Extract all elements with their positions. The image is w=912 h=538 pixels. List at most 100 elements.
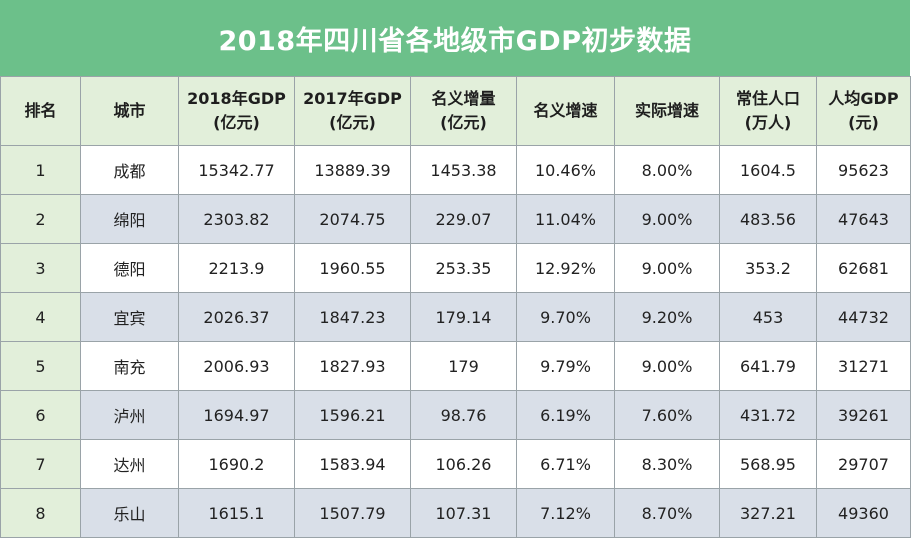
table-row: 7 达州 1690.2 1583.94 106.26 6.71% 8.30% 568.95 29…	[0, 439, 911, 489]
cell-rank: 4	[0, 292, 81, 342]
table-row: 5 南充 2006.93 1827.93 179 9.79% 9.00% 641.79 3127…	[0, 341, 911, 391]
cell-resident-population: 483.56	[719, 194, 817, 244]
cell-real-growth: 7.60%	[614, 390, 720, 440]
cell-city: 宜宾	[80, 292, 179, 342]
cell-gdp-per-capita: 47643	[816, 194, 911, 244]
cell-gdp-2017: 1596.21	[294, 390, 411, 440]
cell-nominal-growth: 9.70%	[516, 292, 615, 342]
header-gdp-2017: 2017年GDP (亿元)	[294, 76, 411, 146]
header-nominal-growth: 名义增速	[516, 76, 615, 146]
header-rank: 排名	[0, 76, 81, 146]
header-gdp-per-capita: 人均GDP (元)	[816, 76, 911, 146]
cell-nominal-growth: 10.46%	[516, 145, 615, 195]
cell-nominal-growth: 9.79%	[516, 341, 615, 391]
header-label: 实际增速	[634, 101, 699, 120]
header-label: 城市	[113, 101, 146, 120]
table-row: 2 绵阳 2303.82 2074.75 229.07 11.04% 9.00% 483.56…	[0, 194, 911, 244]
table-row: 8 乐山 1615.1 1507.79 107.31 7.12% 8.70% 327.21 49…	[0, 488, 911, 538]
cell-rank: 8	[0, 488, 81, 538]
cell-nominal-increase: 179	[410, 341, 517, 391]
cell-real-growth: 9.00%	[614, 243, 720, 293]
cell-nominal-growth: 12.92%	[516, 243, 615, 293]
cell-rank: 6	[0, 390, 81, 440]
header-real-growth: 实际增速	[614, 76, 720, 146]
cell-gdp-2017: 1507.79	[294, 488, 411, 538]
header-unit: (亿元)	[440, 113, 487, 132]
cell-nominal-increase: 1453.38	[410, 145, 517, 195]
header-resident-population: 常住人口 (万人)	[719, 76, 817, 146]
cell-real-growth: 9.20%	[614, 292, 720, 342]
table-row: 6 泸州 1694.97 1596.21 98.76 6.19% 7.60% 431.72 39…	[0, 390, 911, 440]
cell-city: 泸州	[80, 390, 179, 440]
cell-nominal-increase: 229.07	[410, 194, 517, 244]
cell-gdp-per-capita: 62681	[816, 243, 911, 293]
cell-rank: 2	[0, 194, 81, 244]
header-nominal-increase: 名义增量 (亿元)	[410, 76, 517, 146]
cell-gdp-2018: 2006.93	[178, 341, 295, 391]
cell-resident-population: 568.95	[719, 439, 817, 489]
cell-city: 乐山	[80, 488, 179, 538]
header-label: 2017年GDP	[303, 89, 402, 108]
cell-gdp-2018: 2026.37	[178, 292, 295, 342]
cell-nominal-increase: 179.14	[410, 292, 517, 342]
cell-nominal-increase: 107.31	[410, 488, 517, 538]
cell-gdp-2017: 1583.94	[294, 439, 411, 489]
cell-resident-population: 641.79	[719, 341, 817, 391]
cell-gdp-2017: 1847.23	[294, 292, 411, 342]
cell-resident-population: 453	[719, 292, 817, 342]
cell-nominal-increase: 253.35	[410, 243, 517, 293]
header-gdp-2018: 2018年GDP (亿元)	[178, 76, 295, 146]
cell-resident-population: 353.2	[719, 243, 817, 293]
header-label: 名义增量	[431, 89, 496, 108]
cell-gdp-2017: 1960.55	[294, 243, 411, 293]
cell-rank: 3	[0, 243, 81, 293]
table-row: 4 宜宾 2026.37 1847.23 179.14 9.70% 9.20% 453 4473…	[0, 292, 911, 342]
cell-real-growth: 8.00%	[614, 145, 720, 195]
cell-gdp-per-capita: 44732	[816, 292, 911, 342]
header-unit: (元)	[848, 113, 879, 132]
cell-resident-population: 327.21	[719, 488, 817, 538]
cell-gdp-2018: 2303.82	[178, 194, 295, 244]
cell-real-growth: 8.70%	[614, 488, 720, 538]
header-label: 名义增速	[533, 101, 598, 120]
header-label: 人均GDP	[828, 89, 899, 108]
cell-city: 绵阳	[80, 194, 179, 244]
cell-nominal-growth: 7.12%	[516, 488, 615, 538]
cell-gdp-2018: 2213.9	[178, 243, 295, 293]
table-body: 1 成都 15342.77 13889.39 1453.38 10.46% 8.00% 160…	[0, 145, 911, 538]
cell-nominal-increase: 106.26	[410, 439, 517, 489]
cell-resident-population: 431.72	[719, 390, 817, 440]
table-row: 1 成都 15342.77 13889.39 1453.38 10.46% 8.00% 160…	[0, 145, 911, 195]
cell-gdp-2018: 1694.97	[178, 390, 295, 440]
header-unit: (亿元)	[329, 113, 376, 132]
table-row: 3 德阳 2213.9 1960.55 253.35 12.92% 9.00% 353.2 62…	[0, 243, 911, 293]
cell-gdp-per-capita: 95623	[816, 145, 911, 195]
cell-real-growth: 9.00%	[614, 194, 720, 244]
cell-nominal-growth: 11.04%	[516, 194, 615, 244]
header-label: 常住人口	[735, 89, 800, 108]
cell-city: 达州	[80, 439, 179, 489]
cell-city: 德阳	[80, 243, 179, 293]
cell-gdp-2018: 1690.2	[178, 439, 295, 489]
table-title: 2018年四川省各地级市GDP初步数据	[0, 0, 910, 76]
gdp-table: 排名 城市 2018年GDP (亿元) 2017年GDP (亿元) 名义增量 (亿元) 名义增速…	[0, 76, 911, 538]
cell-gdp-2017: 13889.39	[294, 145, 411, 195]
cell-nominal-increase: 98.76	[410, 390, 517, 440]
cell-rank: 5	[0, 341, 81, 391]
header-unit: (亿元)	[213, 113, 260, 132]
header-unit: (万人)	[744, 113, 792, 132]
cell-nominal-growth: 6.19%	[516, 390, 615, 440]
cell-gdp-per-capita: 49360	[816, 488, 911, 538]
header-city: 城市	[80, 76, 179, 146]
cell-real-growth: 9.00%	[614, 341, 720, 391]
cell-city: 成都	[80, 145, 179, 195]
cell-nominal-growth: 6.71%	[516, 439, 615, 489]
header-row: 排名 城市 2018年GDP (亿元) 2017年GDP (亿元) 名义增量 (亿元) 名义增速…	[0, 76, 911, 146]
cell-gdp-2018: 15342.77	[178, 145, 295, 195]
header-label: 2018年GDP	[187, 89, 286, 108]
header-label: 排名	[24, 101, 57, 120]
cell-gdp-per-capita: 29707	[816, 439, 911, 489]
cell-rank: 1	[0, 145, 81, 195]
cell-gdp-per-capita: 39261	[816, 390, 911, 440]
